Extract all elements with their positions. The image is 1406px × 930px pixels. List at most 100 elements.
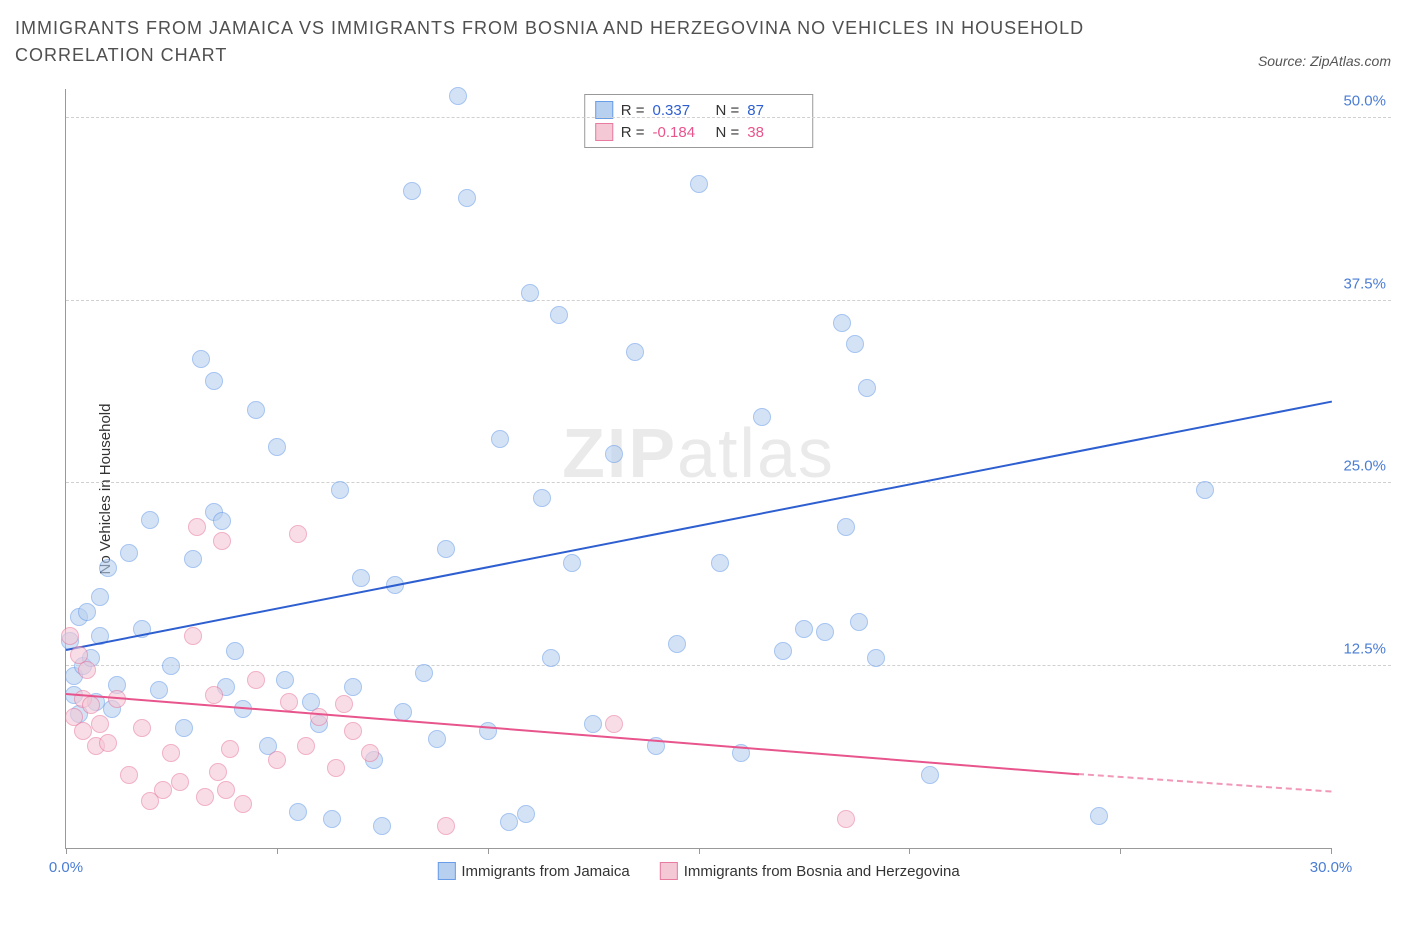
scatter-point (217, 781, 235, 799)
scatter-point (323, 810, 341, 828)
x-tick (909, 848, 910, 854)
scatter-point (373, 817, 391, 835)
scatter-point (99, 734, 117, 752)
stats-legend-box: R = 0.337 N = 87 R =-0.184N =38 (584, 94, 814, 148)
scatter-point (479, 722, 497, 740)
scatter-point (162, 744, 180, 762)
source-attribution: Source: ZipAtlas.com (1258, 53, 1391, 69)
x-tick-label: 0.0% (49, 859, 83, 876)
scatter-point (415, 664, 433, 682)
n-label: N = (716, 124, 740, 141)
scatter-point (247, 671, 265, 689)
scatter-point (500, 813, 518, 831)
scatter-point (858, 379, 876, 397)
scatter-point (774, 642, 792, 660)
x-tick (1120, 848, 1121, 854)
y-tick-label: 37.5% (1343, 275, 1386, 292)
scatter-point (437, 540, 455, 558)
scatter-point (795, 620, 813, 638)
scatter-point (331, 481, 349, 499)
scatter-point (344, 678, 362, 696)
scatter-point (205, 372, 223, 390)
scatter-point (91, 588, 109, 606)
scatter-point (335, 695, 353, 713)
scatter-point (154, 781, 172, 799)
scatter-point (171, 773, 189, 791)
chart-container: No Vehicles in Household ZIPatlas R =0.3… (15, 79, 1391, 899)
scatter-point (234, 795, 252, 813)
bottom-legend: Immigrants from Jamaica Immigrants from B… (437, 862, 959, 880)
scatter-point (184, 550, 202, 568)
scatter-point (280, 693, 298, 711)
scatter-point (74, 722, 92, 740)
scatter-point (91, 715, 109, 733)
scatter-point (61, 627, 79, 645)
scatter-point (310, 708, 328, 726)
gridline (66, 300, 1391, 301)
scatter-point (184, 627, 202, 645)
scatter-point (268, 438, 286, 456)
x-tick (277, 848, 278, 854)
scatter-point (99, 559, 117, 577)
scatter-point (268, 751, 286, 769)
scatter-point (584, 715, 602, 733)
n-value: 87 (747, 102, 802, 119)
trend-line (66, 401, 1332, 651)
scatter-point (141, 511, 159, 529)
x-tick (66, 848, 67, 854)
scatter-point (276, 671, 294, 689)
scatter-point (711, 554, 729, 572)
gridline (66, 117, 1391, 118)
legend-item: Immigrants from Bosnia and Herzegovina (660, 862, 960, 880)
scatter-point (209, 763, 227, 781)
chart-title: IMMIGRANTS FROM JAMAICA VS IMMIGRANTS FR… (15, 15, 1135, 69)
scatter-point (120, 544, 138, 562)
scatter-point (837, 518, 855, 536)
r-value: 0.337 (653, 102, 708, 119)
r-label: R = (621, 102, 645, 119)
n-label: N = (716, 102, 740, 119)
scatter-point (120, 766, 138, 784)
scatter-point (78, 603, 96, 621)
scatter-point (344, 722, 362, 740)
scatter-point (196, 788, 214, 806)
scatter-point (837, 810, 855, 828)
scatter-point (533, 489, 551, 507)
scatter-point (816, 623, 834, 641)
stats-row: R =-0.184N =38 (595, 121, 803, 143)
scatter-point (550, 306, 568, 324)
legend-label: Immigrants from Jamaica (461, 863, 629, 880)
scatter-point (78, 661, 96, 679)
scatter-point (517, 805, 535, 823)
scatter-point (605, 715, 623, 733)
legend-swatch (660, 862, 678, 880)
legend-label: Immigrants from Bosnia and Herzegovina (684, 863, 960, 880)
scatter-point (668, 635, 686, 653)
x-tick-label: 30.0% (1310, 859, 1353, 876)
scatter-point (850, 613, 868, 631)
scatter-point (247, 401, 265, 419)
scatter-point (297, 737, 315, 755)
scatter-point (327, 759, 345, 777)
scatter-point (542, 649, 560, 667)
gridline (66, 482, 1391, 483)
scatter-point (289, 525, 307, 543)
scatter-point (605, 445, 623, 463)
x-tick (488, 848, 489, 854)
scatter-point (403, 182, 421, 200)
scatter-point (437, 817, 455, 835)
legend-swatch (595, 123, 613, 141)
scatter-point (213, 512, 231, 530)
scatter-point (289, 803, 307, 821)
scatter-point (150, 681, 168, 699)
x-tick (699, 848, 700, 854)
scatter-point (162, 657, 180, 675)
y-tick-label: 12.5% (1343, 640, 1386, 657)
scatter-point (133, 719, 151, 737)
scatter-point (1196, 481, 1214, 499)
scatter-point (521, 284, 539, 302)
legend-item: Immigrants from Jamaica (437, 862, 629, 880)
scatter-point (458, 189, 476, 207)
scatter-point (867, 649, 885, 667)
scatter-point (626, 343, 644, 361)
